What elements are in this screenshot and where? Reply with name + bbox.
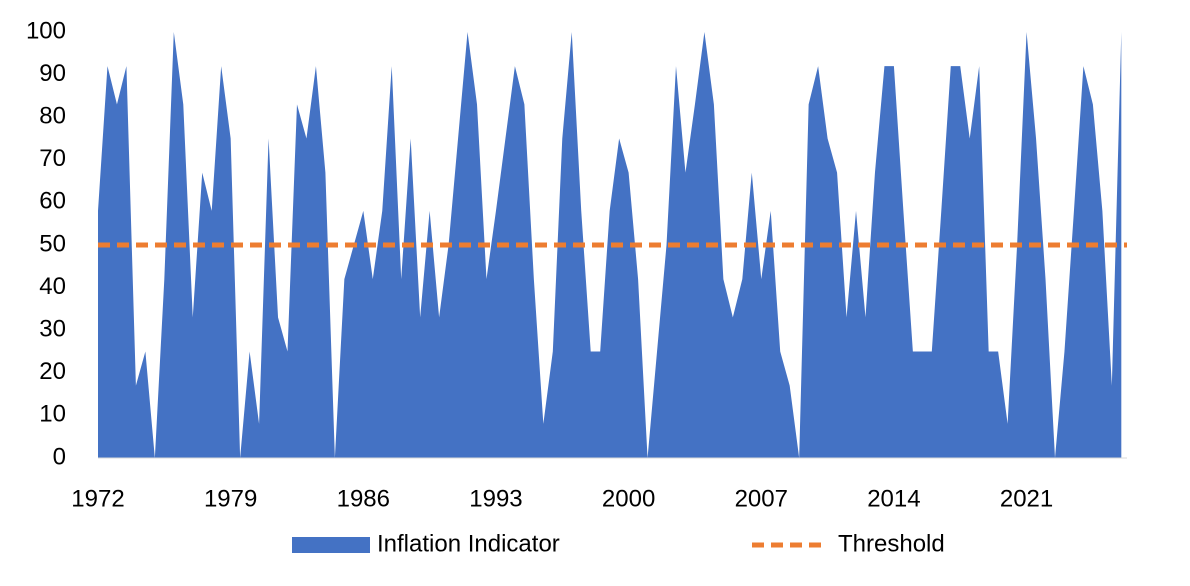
x-tick-label: 1979 [204,485,257,512]
y-tick-label: 80 [39,103,66,130]
x-tick-label: 2000 [602,485,655,512]
x-tick-label: 2021 [1000,485,1053,512]
x-tick-label: 2007 [735,485,788,512]
y-tick-label: 100 [26,17,66,44]
y-tick-label: 40 [39,273,66,300]
legend-swatch [292,537,370,553]
legend-label: Inflation Indicator [377,530,560,557]
x-tick-label: 1993 [469,485,522,512]
y-tick-label: 30 [39,316,66,343]
area [98,32,1122,458]
y-tick-label: 60 [39,188,66,215]
x-tick-label: 2014 [867,485,920,512]
x-tick-label: 1986 [337,485,390,512]
y-tick-label: 20 [39,358,66,385]
y-tick-label: 50 [39,230,66,257]
y-tick-label: 70 [39,145,66,172]
y-tick-label: 90 [39,60,66,87]
x-tick-label: 1972 [71,485,124,512]
legend-label: Threshold [838,530,945,557]
y-tick-label: 0 [53,443,66,470]
y-tick-label: 10 [39,401,66,428]
